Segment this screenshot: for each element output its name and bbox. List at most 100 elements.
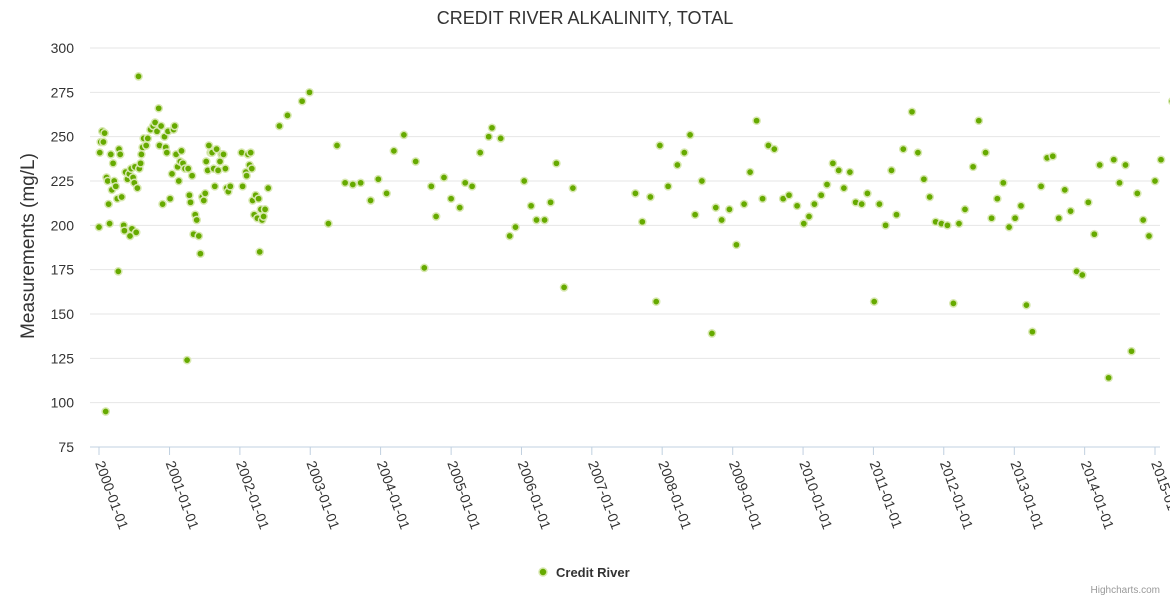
data-point[interactable]: [839, 183, 849, 193]
data-point[interactable]: [717, 215, 727, 225]
data-point[interactable]: [960, 205, 970, 214]
data-point[interactable]: [113, 267, 123, 276]
data-point[interactable]: [725, 205, 734, 214]
data-point[interactable]: [167, 169, 177, 179]
data-point[interactable]: [137, 150, 146, 159]
data-point[interactable]: [540, 215, 549, 225]
data-point[interactable]: [732, 240, 741, 250]
data-point[interactable]: [305, 87, 314, 97]
data-point[interactable]: [834, 166, 844, 175]
data-point[interactable]: [177, 146, 186, 156]
data-point[interactable]: [532, 215, 541, 225]
data-point[interactable]: [162, 148, 172, 157]
data-point[interactable]: [913, 148, 923, 157]
data-point[interactable]: [707, 329, 717, 338]
data-point[interactable]: [419, 263, 429, 273]
data-point[interactable]: [165, 194, 175, 204]
data-point[interactable]: [348, 180, 358, 189]
data-point[interactable]: [981, 148, 990, 157]
data-point[interactable]: [120, 226, 129, 236]
data-point[interactable]: [340, 178, 350, 188]
data-point[interactable]: [943, 220, 952, 230]
data-point[interactable]: [100, 128, 109, 138]
data-point[interactable]: [356, 178, 366, 188]
data-point[interactable]: [283, 111, 292, 120]
data-point[interactable]: [467, 181, 477, 191]
data-point[interactable]: [484, 132, 494, 142]
data-point[interactable]: [907, 107, 917, 117]
data-point[interactable]: [247, 164, 257, 173]
data-point[interactable]: [992, 194, 1002, 204]
legend-marker[interactable]: [538, 567, 548, 577]
data-point[interactable]: [646, 192, 655, 202]
data-point[interactable]: [881, 220, 890, 230]
data-point[interactable]: [411, 157, 421, 166]
data-point[interactable]: [1004, 222, 1014, 232]
data-point[interactable]: [106, 150, 116, 159]
data-point[interactable]: [154, 103, 164, 113]
data-point[interactable]: [324, 219, 333, 228]
data-point[interactable]: [134, 72, 143, 81]
data-point[interactable]: [238, 181, 247, 191]
data-point[interactable]: [460, 178, 470, 188]
credits-link[interactable]: Highcharts.com: [1091, 585, 1160, 596]
data-point[interactable]: [690, 210, 700, 220]
data-point[interactable]: [439, 173, 449, 182]
data-point[interactable]: [875, 199, 884, 209]
data-point[interactable]: [431, 212, 441, 221]
data-point[interactable]: [1022, 300, 1031, 310]
data-point[interactable]: [679, 148, 689, 157]
data-point[interactable]: [998, 178, 1008, 188]
data-point[interactable]: [863, 189, 872, 198]
data-point[interactable]: [185, 190, 194, 200]
data-point[interactable]: [892, 210, 901, 220]
data-point[interactable]: [192, 215, 202, 225]
data-point[interactable]: [225, 181, 235, 191]
data-point[interactable]: [1089, 229, 1099, 239]
data-point[interactable]: [505, 231, 515, 241]
data-point[interactable]: [446, 194, 456, 204]
data-point[interactable]: [828, 158, 838, 168]
data-point[interactable]: [758, 194, 767, 204]
data-point[interactable]: [136, 158, 145, 168]
data-point[interactable]: [784, 190, 794, 200]
data-point[interactable]: [559, 283, 569, 292]
data-point[interactable]: [95, 148, 105, 157]
data-point[interactable]: [263, 183, 273, 193]
data-point[interactable]: [183, 164, 193, 173]
data-point[interactable]: [799, 219, 809, 228]
data-point[interactable]: [104, 199, 113, 209]
data-point[interactable]: [1048, 151, 1058, 161]
data-point[interactable]: [219, 150, 228, 159]
data-point[interactable]: [1010, 213, 1020, 223]
data-point[interactable]: [1121, 160, 1130, 170]
data-point[interactable]: [389, 146, 399, 156]
data-point[interactable]: [297, 96, 307, 106]
data-point[interactable]: [275, 121, 284, 131]
data-point[interactable]: [519, 176, 529, 186]
data-point[interactable]: [1109, 155, 1119, 165]
data-point[interactable]: [663, 181, 673, 191]
data-point[interactable]: [332, 141, 342, 150]
data-point[interactable]: [259, 212, 268, 221]
data-point[interactable]: [898, 144, 908, 154]
data-point[interactable]: [1016, 201, 1026, 211]
data-point[interactable]: [810, 199, 819, 209]
data-point[interactable]: [697, 176, 707, 186]
data-point[interactable]: [739, 199, 749, 209]
data-point[interactable]: [200, 189, 210, 198]
data-point[interactable]: [1054, 213, 1064, 223]
data-point[interactable]: [1077, 270, 1087, 280]
data-point[interactable]: [1144, 231, 1154, 241]
data-point[interactable]: [215, 157, 225, 166]
data-point[interactable]: [1028, 327, 1037, 337]
data-point[interactable]: [1095, 160, 1105, 170]
data-point[interactable]: [804, 212, 814, 221]
data-point[interactable]: [816, 190, 826, 200]
data-point[interactable]: [1150, 176, 1160, 186]
data-point[interactable]: [156, 121, 166, 131]
data-point[interactable]: [752, 116, 761, 126]
data-point[interactable]: [568, 183, 578, 193]
data-point[interactable]: [526, 201, 536, 211]
data-point[interactable]: [158, 199, 167, 209]
